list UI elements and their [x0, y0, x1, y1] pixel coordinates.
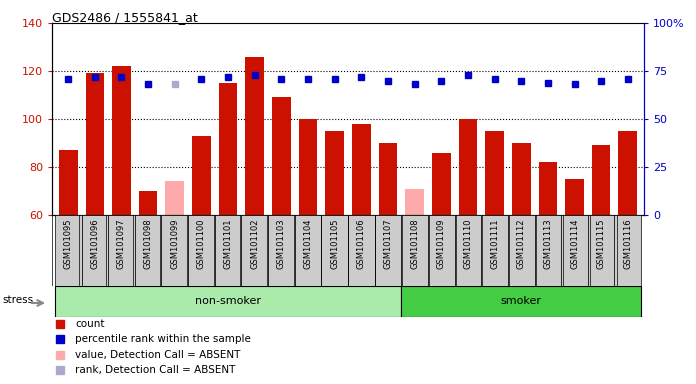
- Bar: [81, 215, 108, 286]
- Text: GSM101098: GSM101098: [143, 218, 152, 269]
- Text: GSM101095: GSM101095: [64, 218, 72, 269]
- Text: GSM101112: GSM101112: [516, 218, 525, 269]
- Text: GSM101109: GSM101109: [437, 218, 445, 269]
- Bar: [352, 124, 371, 215]
- Text: rank, Detection Call = ABSENT: rank, Detection Call = ABSENT: [75, 365, 235, 376]
- Text: GSM101107: GSM101107: [383, 218, 393, 269]
- Text: GSM101111: GSM101111: [490, 218, 499, 269]
- Text: non-smoker: non-smoker: [195, 296, 261, 306]
- Bar: [561, 215, 588, 286]
- Text: GSM101103: GSM101103: [277, 218, 286, 269]
- Bar: [139, 191, 157, 215]
- Text: GSM101105: GSM101105: [330, 218, 339, 269]
- Bar: [86, 73, 104, 215]
- Bar: [215, 215, 242, 286]
- Bar: [402, 286, 641, 317]
- Bar: [59, 150, 77, 215]
- Text: GSM101106: GSM101106: [357, 218, 366, 269]
- Bar: [55, 215, 81, 286]
- Text: GSM101096: GSM101096: [90, 218, 100, 269]
- Bar: [508, 215, 535, 286]
- Text: GSM101100: GSM101100: [197, 218, 206, 269]
- Text: GSM101115: GSM101115: [596, 218, 606, 269]
- Bar: [592, 146, 610, 215]
- Bar: [512, 143, 530, 215]
- Text: percentile rank within the sample: percentile rank within the sample: [75, 334, 251, 344]
- Bar: [219, 83, 237, 215]
- Bar: [485, 131, 504, 215]
- Text: GSM101110: GSM101110: [464, 218, 473, 269]
- Bar: [565, 179, 584, 215]
- Bar: [454, 215, 481, 286]
- Bar: [112, 66, 131, 215]
- Bar: [294, 215, 322, 286]
- Bar: [325, 131, 344, 215]
- Bar: [242, 215, 268, 286]
- Bar: [535, 215, 561, 286]
- Bar: [272, 98, 291, 215]
- Bar: [481, 215, 508, 286]
- Text: stress: stress: [3, 295, 33, 305]
- Bar: [379, 143, 397, 215]
- Bar: [108, 215, 135, 286]
- Bar: [188, 215, 215, 286]
- Text: GSM101102: GSM101102: [251, 218, 259, 269]
- Bar: [166, 181, 184, 215]
- Bar: [135, 215, 161, 286]
- Bar: [55, 286, 402, 317]
- Text: GSM101104: GSM101104: [303, 218, 313, 269]
- Bar: [459, 119, 477, 215]
- Bar: [588, 215, 615, 286]
- Text: count: count: [75, 319, 104, 329]
- Text: GSM101101: GSM101101: [223, 218, 232, 269]
- Bar: [402, 215, 428, 286]
- Text: GSM101113: GSM101113: [544, 218, 553, 269]
- Text: GDS2486 / 1555841_at: GDS2486 / 1555841_at: [52, 12, 198, 25]
- Bar: [348, 215, 374, 286]
- Bar: [619, 131, 637, 215]
- Text: GSM101116: GSM101116: [624, 218, 632, 269]
- Bar: [539, 162, 557, 215]
- Bar: [615, 215, 641, 286]
- Text: GSM101099: GSM101099: [171, 218, 180, 269]
- Bar: [428, 215, 454, 286]
- Bar: [192, 136, 211, 215]
- Bar: [322, 215, 348, 286]
- Bar: [299, 119, 317, 215]
- Bar: [161, 215, 188, 286]
- Text: GSM101108: GSM101108: [410, 218, 419, 269]
- Bar: [374, 215, 402, 286]
- Text: smoker: smoker: [500, 296, 541, 306]
- Bar: [268, 215, 294, 286]
- Bar: [405, 189, 424, 215]
- Text: value, Detection Call = ABSENT: value, Detection Call = ABSENT: [75, 350, 240, 360]
- Text: GSM101097: GSM101097: [117, 218, 126, 269]
- Text: GSM101114: GSM101114: [570, 218, 579, 269]
- Bar: [246, 56, 264, 215]
- Bar: [432, 152, 450, 215]
